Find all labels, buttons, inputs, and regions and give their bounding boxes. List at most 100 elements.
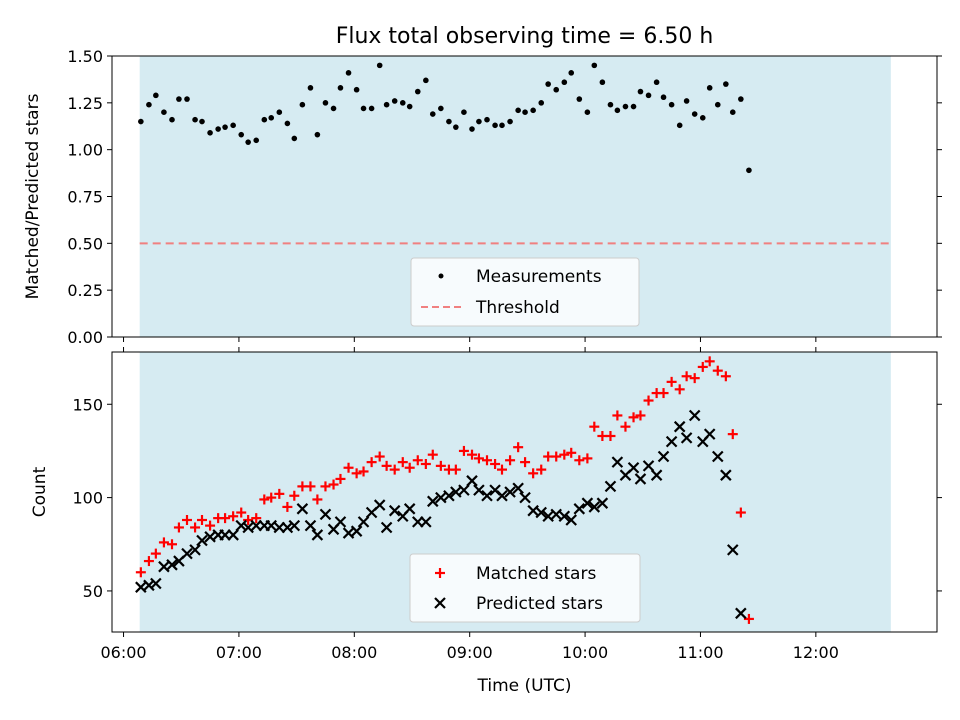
measurement-point: [268, 115, 275, 121]
measurement-point: [599, 79, 606, 86]
predicted-star-point: [588, 501, 601, 513]
predicted-star-point: [581, 497, 594, 509]
matched-star-point: [712, 365, 723, 376]
matched-star-point: [666, 376, 677, 387]
measurement-point: [138, 118, 144, 125]
predicted-star-point: [181, 547, 193, 560]
predicted-star-point: [388, 504, 401, 517]
measurement-point: [284, 120, 291, 127]
measurement-point: [314, 131, 321, 138]
measurement-point: [161, 109, 167, 115]
matched-star-point: [274, 488, 285, 499]
measurement-point: [653, 79, 660, 86]
matched-star-point: [589, 421, 600, 432]
predicted-star-point: [634, 473, 647, 485]
measurement-point: [192, 116, 198, 123]
predicted-star-point: [673, 420, 686, 433]
matched-star-point: [150, 548, 161, 559]
matched-star-point: [328, 479, 339, 490]
matched-star-point: [681, 371, 692, 382]
measurement-point: [153, 92, 159, 99]
measurement-point: [668, 101, 675, 108]
measurement-point: [253, 137, 260, 144]
matched-star-point: [282, 501, 293, 512]
predicted-star-point: [466, 475, 478, 487]
predicted-star-point: [227, 529, 239, 541]
measurement-point: [453, 124, 459, 130]
measurement-point: [729, 109, 736, 115]
matched-star-point: [612, 410, 623, 421]
measurement-point: [461, 109, 467, 115]
bottom-panel: 50 100 150 06:00 07:00 08:00 09:00 10:00 11:00 1…: [30, 347, 942, 696]
measurement-point: [376, 62, 383, 69]
matched-star-point: [528, 468, 539, 479]
matched-star-point: [374, 451, 385, 462]
measurement-point: [360, 105, 367, 112]
bottom-x-tick-label: 09:00: [447, 643, 493, 662]
measurement-point: [176, 96, 182, 102]
measurement-point: [299, 101, 306, 108]
bottom-y-axis-label: Count: [30, 466, 50, 517]
measurement-point: [714, 101, 721, 108]
measurement-point: [230, 122, 236, 129]
top-legend: Measurements Threshold: [410, 257, 640, 327]
matched-star-point: [351, 468, 362, 479]
legend-matched-stars-marker: [435, 568, 445, 578]
matched-star-point: [190, 522, 201, 533]
top-y-tick-label: 0.00: [67, 328, 103, 347]
measurement-point: [337, 85, 344, 91]
matched-star-point: [335, 473, 346, 484]
predicted-star-point: [726, 544, 739, 556]
predicted-star-point: [665, 435, 678, 448]
predicted-star-point: [703, 428, 716, 440]
measurement-point: [184, 96, 190, 102]
matched-star-point: [236, 507, 247, 518]
predicted-star-point: [611, 456, 624, 468]
matched-star-point: [259, 494, 270, 505]
bottom-legend: Matched stars Predicted stars: [409, 553, 641, 623]
matched-star-point: [167, 539, 177, 550]
measurement-point: [738, 96, 744, 102]
bottom-x-tick-label: 07:00: [216, 643, 262, 662]
measurement-point: [146, 101, 152, 108]
bottom-x-tick-label: 06:00: [100, 643, 146, 662]
measurement-point: [322, 100, 329, 106]
matched-star-point: [720, 371, 731, 382]
matched-star-point: [358, 466, 369, 477]
measurement-point: [530, 107, 536, 114]
top-y-tick-label: 1.50: [67, 47, 103, 66]
top-y-tick-label: 0.75: [67, 188, 103, 207]
measurement-point: [438, 105, 444, 112]
top-y-tick-label: 0.25: [67, 281, 103, 300]
matched-star-point: [320, 481, 331, 492]
measurement-point: [645, 92, 652, 99]
predicted-star-point: [604, 480, 617, 493]
measurement-point: [383, 101, 390, 108]
matched-star-point: [381, 460, 392, 471]
matched-star-point: [628, 412, 639, 423]
measurement-point: [391, 98, 398, 104]
matched-star-point: [574, 455, 585, 466]
matched-star-point: [158, 537, 169, 548]
matched-star-point: [643, 395, 654, 406]
measurement-point: [660, 94, 667, 101]
predicted-star-point: [334, 516, 347, 528]
predicted-star-point: [420, 516, 432, 528]
matched-star-point: [582, 453, 593, 464]
measurement-point: [399, 100, 406, 106]
matched-star-point: [312, 494, 323, 505]
measurement-point: [706, 85, 713, 91]
predicted-star-point: [288, 519, 301, 532]
predicted-star-point: [296, 503, 309, 515]
top-y-tick-label: 0.50: [67, 234, 103, 253]
bottom-x-tick-label: 12:00: [793, 643, 839, 662]
matched-star-point: [697, 361, 708, 372]
predicted-star-point: [319, 508, 332, 521]
legend-predicted-stars-marker: [434, 597, 446, 609]
measurement-point: [584, 109, 591, 115]
matched-star-point: [674, 384, 685, 395]
measurement-point: [507, 118, 513, 125]
matched-star-point: [389, 464, 400, 475]
bottom-legend-box: [409, 553, 641, 623]
predicted-star-point: [596, 497, 609, 509]
